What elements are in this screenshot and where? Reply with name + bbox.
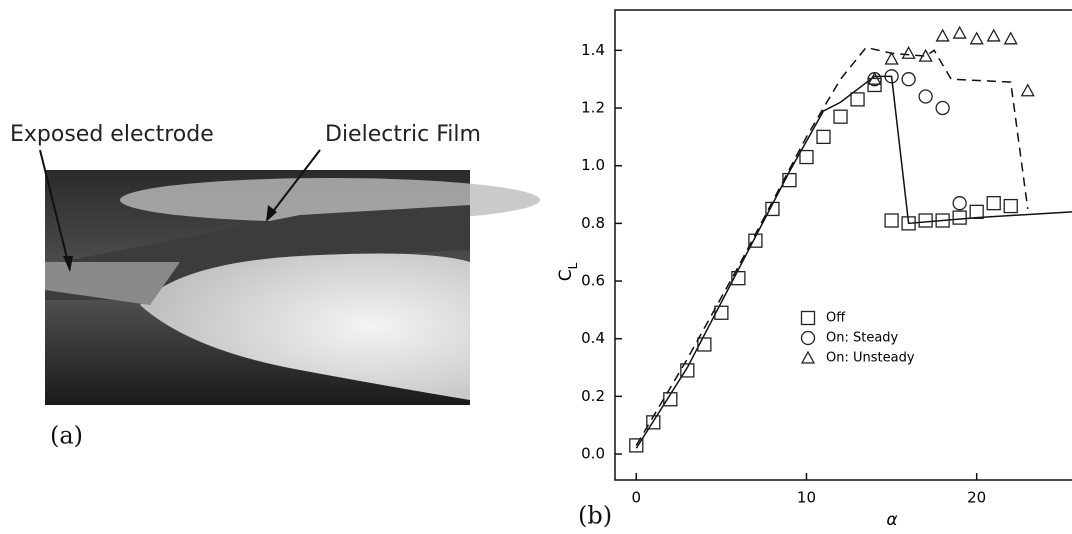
marker-square [986, 196, 1001, 211]
curve [635, 46, 1029, 446]
marker-square [782, 172, 797, 188]
legend-marker [800, 350, 816, 364]
marker-square [867, 77, 882, 93]
y-tick-label: 1.2 [581, 99, 605, 117]
legend-marker [800, 310, 816, 326]
x-tick-label: 10 [797, 489, 816, 507]
marker-square [833, 109, 848, 124]
legend-marker [800, 330, 816, 346]
y-tick-label: 0.6 [581, 272, 605, 290]
x-tick-label: 20 [967, 489, 986, 507]
marker-square [1003, 198, 1018, 214]
marker-square [918, 213, 933, 228]
marker-circle [952, 196, 967, 211]
arrow [267, 149, 321, 219]
x-tick-label: 0 [632, 489, 642, 507]
marker-square [816, 129, 831, 145]
marker-square [646, 415, 661, 430]
panel-label: (b) [578, 502, 612, 530]
marker-triangle [901, 45, 916, 59]
marker-circle [901, 72, 916, 87]
y-tick-label: 0.0 [581, 445, 605, 463]
marker-circle [935, 100, 950, 116]
y-tick-label: 0.4 [581, 329, 605, 347]
marker-square [884, 213, 899, 228]
y-axis-label: CL [556, 262, 580, 281]
marker-triangle [1020, 83, 1035, 97]
arrow-head [266, 205, 277, 222]
y-tick-label: 1.4 [581, 41, 605, 59]
marker-square [697, 337, 712, 352]
legend-label: Off [826, 311, 846, 326]
y-tick-label: 1.0 [581, 156, 605, 174]
marker-circle [918, 89, 933, 104]
marker-triangle [969, 31, 984, 45]
marker-triangle [884, 51, 899, 65]
marker-square [901, 216, 916, 231]
marker-square [850, 92, 865, 107]
x-axis-label: α [886, 510, 897, 530]
marker-triangle [1003, 31, 1018, 45]
y-axis-label-main: C [556, 269, 576, 281]
marker-square [969, 204, 984, 219]
marker-square [748, 233, 763, 248]
marker-triangle [935, 28, 950, 42]
marker-square [663, 392, 678, 407]
arrow-head [63, 256, 73, 272]
photo [45, 170, 540, 405]
y-tick-label: 0.2 [581, 387, 605, 405]
marker-square [731, 271, 746, 286]
curve [635, 75, 1072, 449]
legend-label: On: Steady [826, 331, 899, 346]
panel-label: (a) [50, 422, 83, 450]
marker-square [935, 213, 950, 228]
marker-square [952, 210, 967, 225]
legend-label: On: Unsteady [826, 351, 915, 366]
marker-triangle [952, 25, 967, 39]
marker-square [680, 363, 695, 378]
arrow [39, 149, 71, 271]
y-axis-label-sub: L [566, 262, 580, 269]
photo-label: Exposed electrode [10, 122, 214, 147]
marker-circle [884, 69, 899, 84]
marker-triangle [986, 28, 1001, 42]
marker-triangle [918, 48, 933, 62]
axis-frame [614, 9, 1072, 481]
y-tick-label: 0.8 [581, 214, 605, 232]
photo-label: Dielectric Film [325, 122, 481, 147]
marker-square [714, 305, 729, 320]
marker-triangle [867, 71, 882, 85]
marker-square [799, 149, 814, 165]
marker-square [765, 201, 780, 217]
marker-square [629, 438, 644, 453]
